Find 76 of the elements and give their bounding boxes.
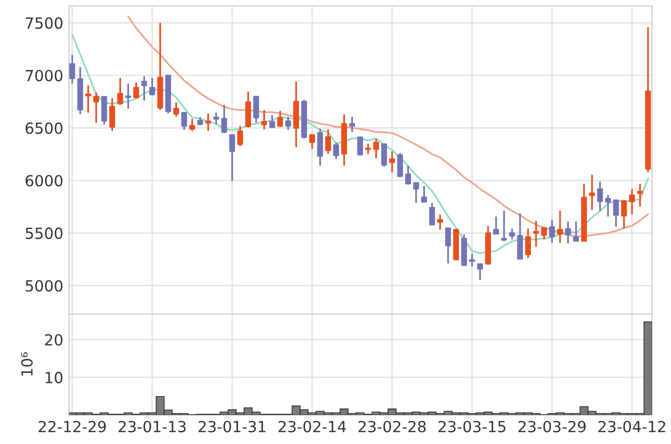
candlestick (637, 183, 643, 208)
y-tick-label: 7500 (26, 17, 62, 29)
candlestick (117, 77, 124, 106)
x-tick-label: 23-01-31 (198, 420, 266, 432)
candlestick (149, 77, 156, 96)
y-tick-label: 20 (45, 334, 62, 346)
candlestick (389, 150, 395, 174)
candlestick (277, 110, 284, 128)
candlestick (85, 84, 92, 114)
candlestick (509, 228, 515, 240)
candlestick (229, 134, 236, 182)
candlestick (261, 109, 268, 130)
candlestick (629, 188, 635, 215)
y-axis-title: 10⁶ (21, 352, 33, 376)
candlestick (93, 92, 100, 124)
candlestick (237, 125, 244, 147)
candlestick (309, 133, 316, 150)
x-tick-label: 23-02-14 (278, 420, 346, 432)
candlestick (533, 220, 539, 248)
candlestick (325, 128, 332, 155)
candlestick (285, 116, 292, 131)
y-tick-label: 5500 (26, 228, 62, 240)
candlestick (213, 112, 220, 126)
candlestick (365, 142, 371, 155)
candlestick (205, 112, 212, 132)
candlestick (429, 202, 435, 226)
candlestick (469, 252, 475, 268)
candlestick (477, 262, 483, 281)
candlestick (333, 142, 340, 160)
candlestick (405, 164, 411, 186)
y-tick-label: 6500 (26, 122, 62, 134)
candlestick (525, 228, 531, 259)
candlestick (589, 174, 595, 211)
candlestick (109, 97, 116, 132)
candlestick (125, 82, 132, 110)
x-tick-label: 23-04-12 (598, 420, 666, 432)
candlestick (269, 114, 276, 129)
y-tick-label: 10 (46, 372, 62, 384)
candlestick (413, 181, 419, 204)
candlestick (613, 198, 619, 228)
candlestick (373, 138, 379, 159)
candlestick (317, 128, 324, 167)
x-tick-label: 23-02-28 (358, 420, 426, 432)
line-series (71, 34, 649, 254)
candlestick (621, 199, 627, 230)
candlestick (437, 214, 443, 231)
candlestick (421, 185, 427, 204)
x-tick-label: 22-12-29 (38, 420, 106, 432)
candlestick (541, 226, 547, 240)
y-tick-label: 5000 (26, 280, 62, 292)
candlestick (253, 95, 260, 124)
candlestick (69, 54, 76, 84)
candlestick (501, 210, 507, 242)
candlestick (221, 104, 228, 134)
candlestick (141, 75, 148, 102)
candlestick (605, 194, 611, 218)
y-tick-label: 6000 (26, 174, 62, 187)
candlestick (517, 212, 523, 260)
candlestick (133, 81, 140, 100)
candlestick (445, 226, 451, 264)
candlestick (381, 142, 387, 168)
candlestick (597, 180, 603, 212)
candlestick (181, 112, 188, 131)
candlestick (397, 152, 403, 178)
x-tick-label: 23-03-15 (438, 420, 506, 432)
candlestick (189, 118, 196, 132)
candlestick (565, 220, 571, 244)
candlestick (493, 216, 499, 236)
x-tick-label: 23-03-29 (518, 420, 586, 432)
x-tick-label: 23-01-13 (118, 420, 186, 432)
y-tick-label: 7000 (26, 70, 62, 82)
candlestick (349, 116, 355, 133)
candlestick (173, 102, 180, 118)
candlestick (573, 220, 579, 242)
candlestick (549, 219, 555, 244)
candlestick (557, 210, 563, 244)
